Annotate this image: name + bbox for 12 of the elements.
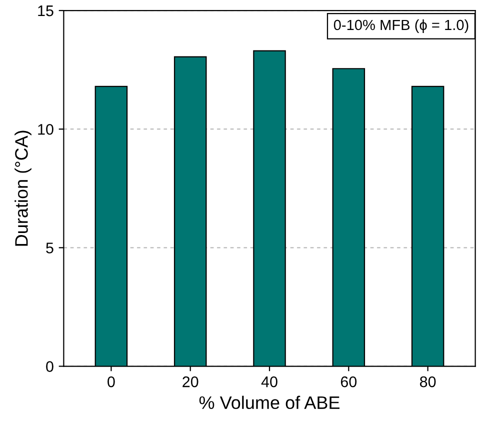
y-tick-label: 0 (46, 361, 54, 372)
y-tick-label: 5 (46, 242, 54, 254)
annotation: 0-10% MFB (ϕ = 1.0) (334, 19, 468, 34)
y-tick-label: 15 (38, 6, 54, 16)
y-tick-label: 10 (38, 124, 54, 135)
x-tick-label: 60 (340, 376, 357, 388)
x-tick-label: 40 (261, 376, 278, 388)
x-tick-label: 80 (420, 376, 436, 388)
x-axis-title: % Volume of ABE (199, 396, 340, 410)
y-axis-title: Duration (°CA) (14, 130, 32, 246)
x-tick-label: 0 (108, 376, 115, 388)
x-tick-label: 20 (182, 376, 198, 388)
